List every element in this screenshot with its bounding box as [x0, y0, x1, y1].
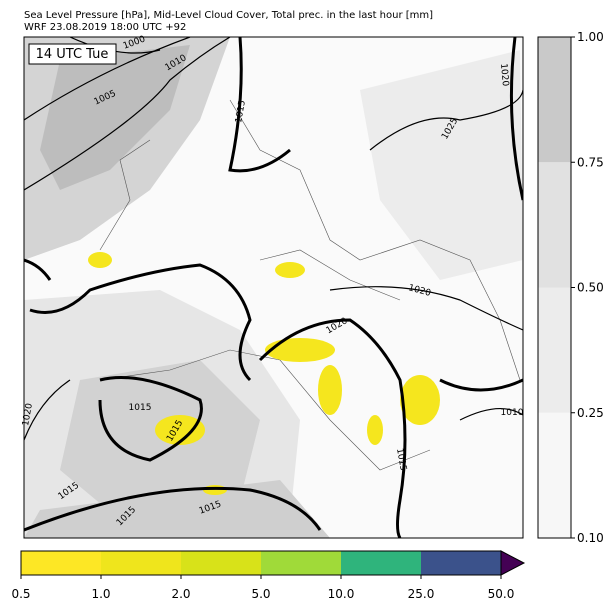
map-frame — [23, 36, 524, 539]
contour-label: 1020 — [21, 402, 35, 427]
colorbar-tick-label: 1.0 — [91, 587, 110, 601]
colorbar-segment — [538, 37, 571, 163]
colorbar-extend — [500, 550, 526, 576]
contour-label: 1015 — [500, 29, 501, 30]
colorbar-segment — [538, 287, 571, 413]
colorbar-segment — [341, 551, 421, 575]
colorbar-tick-label: 5.0 — [251, 587, 270, 601]
colorbar-segment — [21, 551, 101, 575]
contour-label: 1010 — [501, 408, 524, 418]
colorbar-segment — [101, 551, 181, 575]
colorbar-tick-label: 1.00 — [577, 30, 604, 44]
colorbar-tick-label: 10.0 — [328, 587, 355, 601]
colorbar-segment — [181, 551, 261, 575]
colorbar-tick-label: 0.25 — [577, 406, 604, 420]
colorbar-segment — [538, 412, 571, 538]
colorbar-tick-label: 25.0 — [408, 587, 435, 601]
subtitle: WRF 23.08.2019 18:00 UTC +92 — [24, 22, 186, 33]
contour-label: 1015 — [129, 403, 152, 413]
colorbar-tick-label: 2.0 — [171, 587, 190, 601]
colorbar-segment — [538, 162, 571, 288]
colorbar-tick-label: 0.75 — [577, 155, 604, 169]
contour-label: 1020 — [498, 63, 510, 87]
colorbar-tick-label: 0.50 — [577, 281, 604, 295]
colorbar-tick-label: 50.0 — [488, 587, 515, 601]
contour-label: 1015 — [234, 100, 248, 124]
time-label: 14 UTC Tue — [36, 47, 109, 62]
time-label-box — [28, 43, 117, 65]
map — [24, 37, 523, 538]
title: Sea Level Pressure [hPa], Mid-Level Clou… — [24, 10, 433, 21]
colorbar-tick-label: 0.10 — [577, 531, 604, 545]
contour-label: 1015 — [394, 448, 408, 472]
colorbar-tick-label: 0.5 — [11, 587, 30, 601]
colorbar-segment — [261, 551, 341, 575]
colorbar-segment — [421, 551, 501, 575]
contour-label: 1020 — [500, 29, 501, 30]
